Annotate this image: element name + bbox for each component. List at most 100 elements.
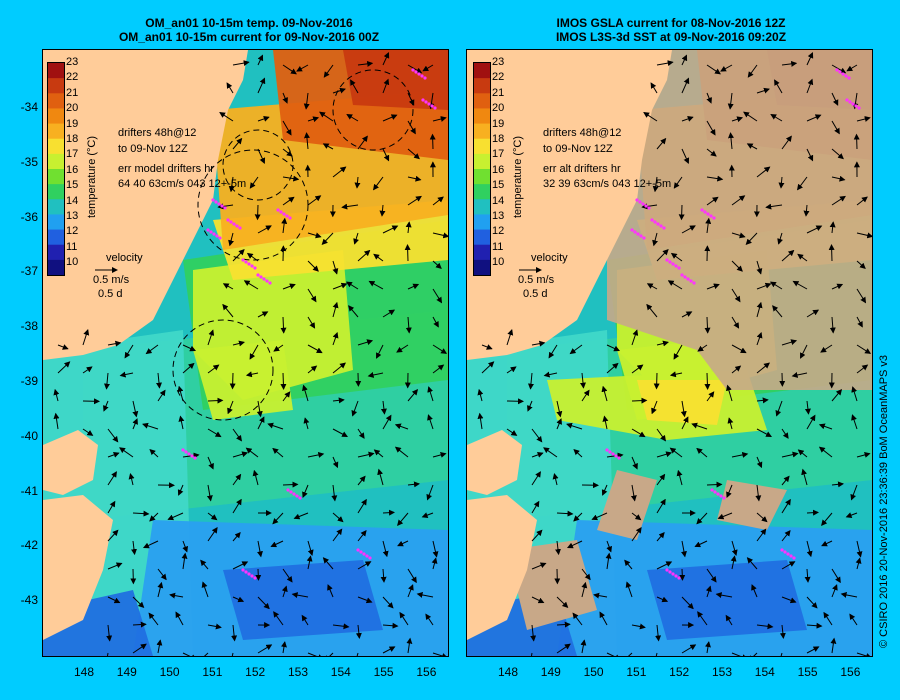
current-vector-arrow — [149, 449, 159, 458]
current-vector-arrow — [232, 596, 245, 603]
current-vector-arrow — [282, 92, 288, 104]
current-vector-arrow — [178, 415, 185, 430]
current-vector-arrow — [706, 175, 724, 182]
colorbar-segment — [474, 244, 490, 261]
drifter-track — [630, 228, 646, 240]
colorbar-tick-label: 15 — [492, 179, 505, 192]
current-vector-arrow — [207, 456, 214, 470]
current-vector-arrow — [806, 596, 818, 609]
current-vector-arrow — [107, 471, 117, 486]
current-vector-arrow — [156, 372, 162, 389]
longitude-label: 149 — [540, 665, 561, 679]
current-vector-arrow — [379, 204, 386, 217]
current-vector-arrow — [831, 120, 840, 135]
current-vector-arrow — [856, 116, 871, 122]
current-vector-arrow — [656, 137, 667, 150]
current-vector-arrow — [717, 512, 733, 520]
drifter-track — [680, 273, 696, 285]
current-vector-arrow — [806, 78, 814, 94]
colorbar-segment — [474, 123, 490, 140]
colorbar-segment — [474, 229, 490, 246]
current-vector-arrow — [775, 400, 783, 417]
drifter-track — [211, 198, 227, 210]
current-vector-arrow — [821, 540, 833, 547]
current-vector-arrow — [631, 456, 638, 470]
current-vector-arrow — [272, 512, 284, 525]
current-vector-arrow — [697, 344, 708, 352]
current-vector-arrow — [226, 82, 234, 94]
current-vector-arrow — [706, 391, 715, 402]
current-vector-arrow — [697, 611, 708, 626]
current-vector-arrow — [606, 652, 622, 656]
current-vector-arrow — [727, 132, 734, 150]
current-vector-arrow — [531, 428, 543, 443]
current-vector-arrow — [323, 64, 334, 78]
current-vector-arrow — [422, 64, 434, 72]
current-vector-arrow — [856, 288, 867, 304]
current-vector-arrow — [756, 428, 772, 437]
current-vector-arrow — [631, 329, 639, 346]
drifter-track — [635, 198, 651, 210]
current-vector-arrow — [856, 652, 872, 656]
current-vector-arrow — [426, 484, 434, 501]
current-vector-arrow — [345, 281, 359, 290]
current-vector-arrow — [527, 400, 533, 412]
current-vector-arrow — [232, 137, 243, 150]
current-vector-arrow — [781, 60, 798, 67]
current-vector-arrow — [357, 561, 372, 570]
current-vector-arrow — [303, 417, 310, 430]
current-vector-arrow — [357, 339, 374, 346]
current-vector-arrow — [696, 512, 708, 525]
current-vector-arrow — [382, 540, 389, 558]
latitude-label: -40 — [20, 428, 38, 443]
colorbar-tick-label: 20 — [66, 102, 79, 115]
current-vector-arrow — [676, 469, 683, 486]
current-vector-arrow — [756, 362, 770, 374]
current-vector-arrow — [566, 540, 583, 549]
current-vector-arrow — [348, 305, 359, 318]
current-vector-arrow — [427, 414, 434, 430]
current-vector-arrow — [531, 562, 547, 570]
colorbar-segment — [48, 169, 64, 185]
current-vector-arrow — [631, 623, 646, 630]
drifter-track — [665, 568, 681, 580]
current-vector-arrow — [531, 596, 545, 604]
current-vector-arrow — [669, 447, 683, 458]
current-vector-arrow — [257, 596, 270, 610]
current-vector-arrow — [831, 389, 843, 402]
current-vector-arrow — [302, 484, 309, 499]
current-vector-arrow — [222, 303, 234, 318]
current-vector-arrow — [631, 526, 642, 542]
current-vector-arrow — [416, 592, 434, 598]
current-vector-arrow — [332, 428, 348, 437]
current-vector-arrow — [307, 195, 322, 206]
current-vector-arrow — [245, 447, 259, 458]
mainland-australia — [467, 50, 672, 360]
current-vector-arrow — [581, 568, 591, 581]
current-vector-arrow — [106, 624, 113, 642]
current-vector-arrow — [849, 613, 858, 626]
latitude-label: -42 — [20, 538, 38, 553]
current-vector-arrow — [382, 51, 390, 66]
current-vector-arrow — [818, 446, 833, 458]
current-vector-arrow — [706, 196, 719, 206]
current-vector-arrow — [302, 384, 309, 402]
current-vector-arrow — [727, 417, 734, 430]
current-vector-arrow — [704, 316, 711, 334]
current-vector-arrow — [53, 388, 60, 402]
temperature-field — [223, 560, 383, 640]
current-vector-arrow — [124, 344, 134, 359]
current-vector-arrow — [291, 592, 309, 599]
current-vector-arrow — [307, 260, 319, 272]
current-vector-arrow — [755, 484, 762, 502]
current-vector-arrow — [82, 428, 94, 436]
current-vector-arrow — [397, 540, 409, 547]
current-vector-arrow — [756, 87, 770, 94]
current-vector-arrow — [282, 120, 292, 136]
colorbar-tick-label: 21 — [492, 86, 505, 99]
current-vector-arrow — [380, 400, 387, 415]
current-vector-arrow — [407, 568, 417, 584]
current-vector-arrow — [296, 64, 309, 72]
colorbar-segment — [48, 199, 64, 215]
current-vector-arrow — [856, 260, 866, 269]
